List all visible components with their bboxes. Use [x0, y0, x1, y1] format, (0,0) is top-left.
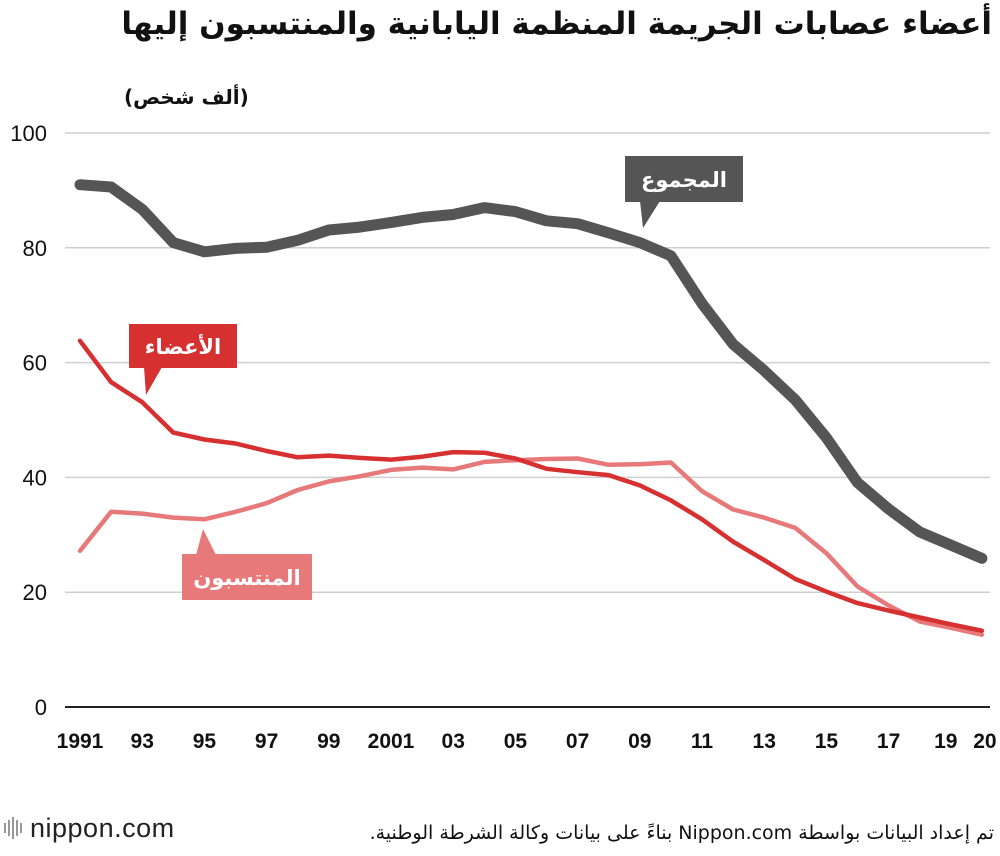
series-line-members [77, 338, 985, 633]
x-tick-label: 03 [442, 730, 465, 753]
x-tick-label: 99 [317, 730, 340, 753]
y-tick-label: 60 [23, 351, 47, 376]
logo-bars-icon [4, 817, 22, 839]
x-tick-label: 2001 [368, 730, 415, 753]
x-tick-label: 19 [934, 730, 957, 753]
callout-total-box [625, 156, 743, 202]
source-note: تم إعداد البيانات بواسطة Nippon.com بناء… [369, 822, 994, 844]
callout-members: الأعضاء [129, 324, 237, 395]
y-axis-unit-label: (ألف شخص) [124, 83, 249, 109]
x-tick-label: 93 [131, 730, 154, 753]
y-tick-label: 40 [23, 465, 47, 490]
chart-area: (ألف شخص) المجموع الأعضاء المنتسبون 0 20 40 6… [10, 83, 996, 753]
x-tick-label: 17 [877, 730, 900, 753]
series-line-total [74, 179, 988, 564]
callout-total: المجموع [625, 156, 743, 228]
callout-affiliates-box [182, 554, 312, 600]
callout-affiliates-text: المنتسبون [193, 566, 300, 590]
x-tick-label: 11 [691, 730, 714, 753]
x-tick-label: 07 [566, 730, 589, 753]
y-tick-label: 100 [10, 121, 47, 146]
callout-total-pointer [640, 201, 660, 228]
logo-text: nippon.com [30, 812, 175, 843]
chart-title: أعضاء عصابات الجريمة المنظمة اليابانية و… [121, 6, 992, 42]
callout-members-box [129, 324, 237, 368]
x-tick-label: 97 [255, 730, 278, 753]
nippon-logo[interactable]: nippon.com [4, 810, 175, 846]
x-tick-label: 1991 [57, 730, 104, 753]
x-tick-label: 20 [973, 730, 996, 753]
callout-affiliates: المنتسبون [182, 529, 312, 600]
x-tick-label: 13 [753, 730, 776, 753]
y-tick-label: 20 [23, 580, 47, 605]
y-tick-label: 0 [35, 695, 47, 720]
x-tick-label: 05 [504, 730, 528, 753]
x-tick-label: 15 [815, 730, 839, 753]
x-tick-label: 09 [628, 730, 651, 753]
callout-members-pointer [144, 367, 162, 395]
footer: nippon.com تم إعداد البيانات بواسطة Nipp… [0, 796, 1000, 856]
callout-members-text: الأعضاء [145, 333, 222, 359]
callout-affiliates-pointer [196, 529, 216, 555]
x-tick-label: 95 [193, 730, 217, 753]
callout-total-text: المجموع [641, 168, 727, 192]
series-line-affiliates [77, 456, 985, 637]
y-tick-label: 80 [23, 236, 47, 261]
